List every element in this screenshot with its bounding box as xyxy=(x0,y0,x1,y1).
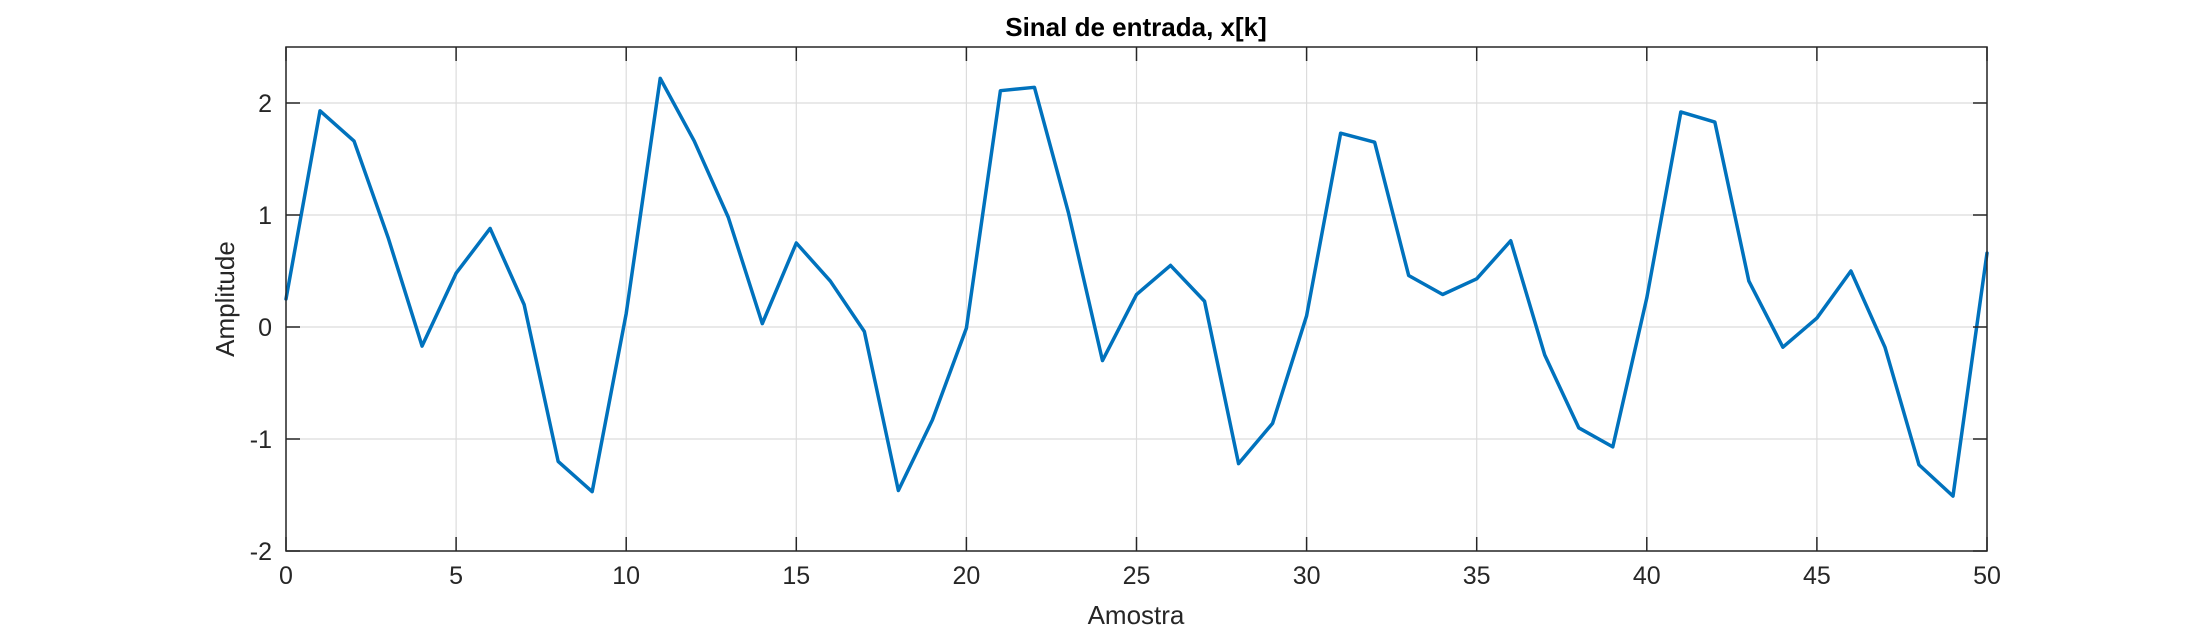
x-tick-label: 15 xyxy=(782,562,810,590)
y-axis-label: Amplitude xyxy=(210,241,240,357)
ticks xyxy=(285,47,1988,552)
x-tick-label: 10 xyxy=(612,562,640,590)
x-tick-labels: 0 5 10 15 20 25 30 35 40 45 50 xyxy=(279,562,2001,590)
x-tick-label: 25 xyxy=(1123,562,1151,590)
x-tick-label: 50 xyxy=(1973,562,2001,590)
x-tick-label: 40 xyxy=(1633,562,1661,590)
x-tick-label: 45 xyxy=(1803,562,1831,590)
x-axis-label: Amostra xyxy=(1088,600,1185,630)
series-layer xyxy=(284,76,1989,498)
y-tick-labels: -2 -1 0 1 2 xyxy=(250,90,272,566)
x-tick-label: 5 xyxy=(449,562,463,590)
y-tick-label: -2 xyxy=(250,538,272,566)
series-line xyxy=(284,76,1989,498)
y-tick-label: 1 xyxy=(258,202,272,230)
x-tick-label: 20 xyxy=(952,562,980,590)
x-tick-label: 0 xyxy=(279,562,293,590)
chart-title: Sinal de entrada, x[k] xyxy=(1005,12,1267,42)
x-tick-label: 30 xyxy=(1293,562,1321,590)
x-tick-label: 35 xyxy=(1463,562,1491,590)
y-tick-label: -1 xyxy=(250,426,272,454)
y-tick-label: 0 xyxy=(258,314,272,342)
y-tick-label: 2 xyxy=(258,90,272,118)
